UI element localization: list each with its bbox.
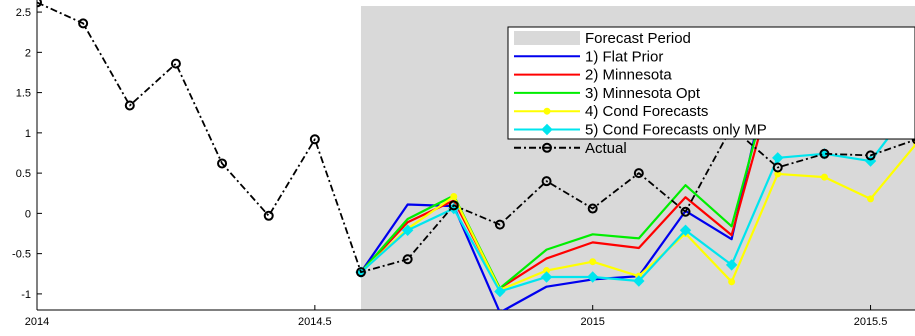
y-tick-label: 2	[25, 47, 31, 59]
legend-box	[507, 26, 915, 140]
legend-swatch-forecast-period	[514, 31, 580, 45]
data-point-actual	[494, 219, 505, 230]
data-point-5-cond-forecasts-only-mp	[725, 259, 738, 271]
y-tick-label: 0	[25, 208, 31, 220]
legend-label-actual: Actual	[585, 140, 627, 157]
data-point-actual	[819, 148, 830, 159]
data-point-actual	[402, 254, 413, 265]
data-point-4-cond-forecasts	[820, 173, 828, 181]
data-point-actual	[633, 168, 644, 179]
legend-label-1-flat-prior: 1) Flat Prior	[585, 48, 663, 65]
data-point-actual	[263, 210, 274, 221]
y-tick-label: -1	[21, 289, 31, 301]
y-tick-label: -0.5	[12, 249, 31, 261]
data-point-actual	[541, 176, 552, 187]
data-point-5-cond-forecasts-only-mp	[494, 285, 506, 298]
x-tick-label: 2014	[25, 316, 49, 328]
y-tick-label: 0.5	[16, 168, 31, 180]
data-point-4-cond-forecasts	[867, 195, 875, 203]
data-point-actual	[448, 200, 459, 211]
legend-label-5-cond-forecasts-only-mp: 5) Cond Forecasts only MP	[585, 122, 767, 139]
y-tick-label: 1.5	[16, 88, 31, 100]
data-point-4-cond-forecasts	[589, 258, 597, 266]
data-point-actual	[680, 206, 691, 217]
data-point-actual	[170, 58, 181, 69]
data-point-actual	[124, 100, 135, 111]
data-point-actual	[78, 18, 89, 29]
legend-label-forecast-period: Forecast Period	[585, 30, 691, 47]
data-point-4-cond-forecasts	[450, 192, 458, 200]
data-point-5-cond-forecasts-only-mp	[679, 224, 692, 236]
legend-marker-4-cond-forecasts	[543, 107, 551, 115]
data-point-actual	[355, 267, 366, 278]
axes: -1 -0.5 0 0.5 1 1.5 2 2.5 2014 2014.5 2015 2015.5	[12, 0, 915, 328]
data-point-5-cond-forecasts-only-mp	[540, 271, 553, 283]
data-point-actual	[772, 162, 783, 173]
series-line-actual	[37, 1, 915, 274]
y-tick-label: 2.5	[16, 7, 31, 19]
x-tick-label: 2015.5	[854, 316, 888, 328]
legend-label-4-cond-forecasts: 4) Cond Forecasts	[585, 103, 708, 120]
legend-label-3-minnesota-opt: 3) Minnesota Opt	[585, 85, 701, 102]
legend-label-2-minnesota: 2) Minnesota	[585, 67, 672, 84]
data-point-actual	[37, 0, 42, 8]
data-point-actual	[309, 134, 320, 145]
data-point-5-cond-forecasts-only-mp	[401, 224, 414, 236]
data-point-5-cond-forecasts-only-mp	[633, 275, 645, 287]
data-point-5-cond-forecasts-only-mp	[586, 271, 599, 283]
legend-marker-5-cond-forecasts-only-mp	[541, 123, 553, 136]
x-tick-label: 2015	[580, 316, 604, 328]
x-tick-label: 2014.5	[298, 316, 332, 328]
data-point-actual	[865, 150, 876, 161]
data-point-4-cond-forecasts	[728, 278, 736, 286]
legend-marker-actual	[542, 142, 552, 153]
data-point-actual	[217, 158, 228, 169]
data-point-actual	[587, 203, 598, 214]
y-tick-label: 1	[25, 128, 31, 140]
